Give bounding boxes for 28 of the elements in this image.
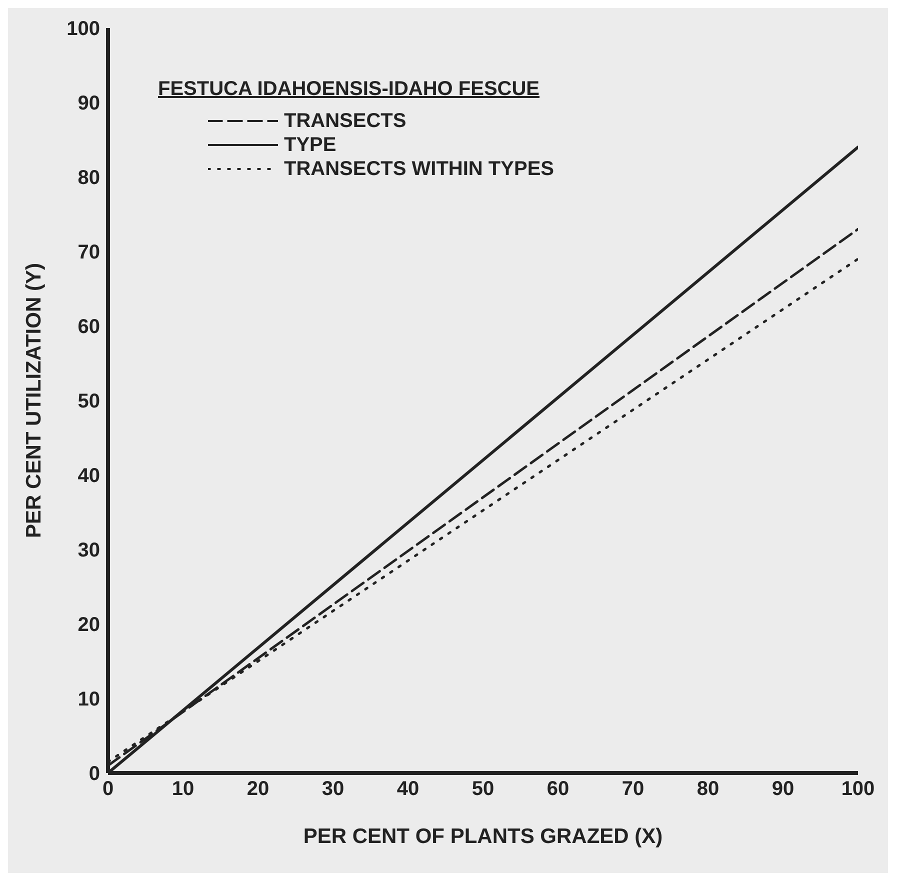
x-tick-label: 30 (322, 778, 344, 800)
x-tick-label: 80 (696, 778, 720, 800)
y-axis-title: PER CENT UTILIZATION (Y) (22, 263, 46, 538)
y-tick-label: 30 (78, 540, 100, 562)
x-tick-label: 20 (246, 778, 270, 800)
y-tick-label: 50 (78, 390, 100, 413)
x-tick-label: 100 (841, 778, 875, 800)
x-tick-label: 0 (102, 778, 114, 800)
text: FESTUCA IDAHOENSIS-IDAHO FESCUE (158, 78, 541, 101)
legend-label: TRANSECTS (284, 110, 406, 132)
legend-label: TRANSECTS WITHIN TYPES (284, 158, 554, 180)
y-tick-label: 0 (88, 763, 100, 786)
x-tick-label: 50 (472, 778, 494, 800)
x-tick-label: 90 (772, 778, 794, 800)
x-tick-label: 40 (396, 778, 420, 800)
y-tick-label: 80 (78, 167, 100, 190)
y-tick-label: 40 (78, 465, 100, 488)
x-tick-label: 60 (546, 778, 570, 800)
x-tick-label: 70 (622, 778, 644, 800)
y-tick-label: 60 (78, 316, 100, 338)
legend-label: TYPE (284, 134, 336, 156)
y-tick-label: 100 (66, 18, 100, 40)
y-tick-label: 10 (78, 688, 100, 711)
x-axis-title: PER CENT OF PLANTS GRAZED (X) (303, 825, 663, 848)
y-tick-label: 70 (78, 242, 100, 264)
y-tick-label: 20 (78, 614, 100, 636)
x-tick-label: 10 (172, 778, 194, 800)
y-tick-label: 90 (78, 92, 100, 115)
